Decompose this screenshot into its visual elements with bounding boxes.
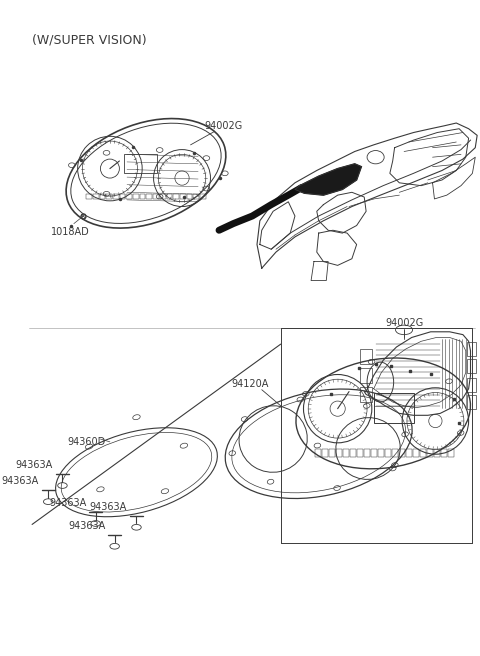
Text: 1018AD: 1018AD [51, 228, 90, 237]
Bar [99, 194, 105, 199]
Bar [323, 449, 328, 457]
Text: 94120A: 94120A [231, 379, 269, 389]
Polygon shape [295, 164, 361, 195]
Text: 94363A: 94363A [49, 499, 86, 508]
Bar [146, 194, 152, 199]
Bar [467, 359, 476, 373]
Bar [378, 449, 384, 457]
Bar [434, 449, 440, 457]
Bar [364, 449, 370, 457]
Bar [93, 194, 98, 199]
Bar [372, 449, 377, 457]
Text: 94363A: 94363A [90, 502, 127, 512]
Bar [420, 449, 426, 457]
Bar [106, 194, 112, 199]
Bar [343, 449, 349, 457]
Bar [399, 449, 405, 457]
Bar [448, 449, 454, 457]
Bar [357, 449, 363, 457]
Bar [173, 194, 179, 199]
Bar [187, 194, 192, 199]
Bar [360, 368, 372, 383]
Bar [374, 392, 414, 423]
Bar [360, 387, 372, 402]
Bar [350, 449, 356, 457]
Bar [167, 194, 172, 199]
Text: 94360D: 94360D [67, 437, 106, 447]
Bar [126, 194, 132, 199]
Bar [467, 396, 476, 409]
Bar [315, 449, 321, 457]
Bar [180, 194, 186, 199]
Bar [360, 349, 372, 364]
Bar [113, 194, 119, 199]
Bar [336, 449, 342, 457]
Text: 94363A: 94363A [1, 476, 39, 487]
Bar [160, 194, 166, 199]
Bar [140, 194, 145, 199]
Text: 94363A: 94363A [16, 461, 53, 470]
Bar [124, 154, 157, 173]
Bar [120, 194, 125, 199]
Bar [153, 194, 159, 199]
Text: 94002G: 94002G [205, 121, 243, 131]
Bar [392, 449, 398, 457]
Bar [86, 194, 92, 199]
Text: 94363A: 94363A [68, 521, 105, 531]
Bar [427, 449, 433, 457]
Bar [406, 449, 412, 457]
Bar [413, 449, 419, 457]
Bar [385, 449, 391, 457]
Bar [467, 379, 476, 392]
Bar [200, 194, 206, 199]
Bar [193, 194, 199, 199]
Bar [133, 194, 139, 199]
Text: (W/SUPER VISION): (W/SUPER VISION) [32, 34, 147, 47]
Bar [329, 449, 335, 457]
Text: 94002G: 94002G [385, 318, 423, 328]
Bar [441, 449, 447, 457]
Bar [467, 342, 476, 356]
